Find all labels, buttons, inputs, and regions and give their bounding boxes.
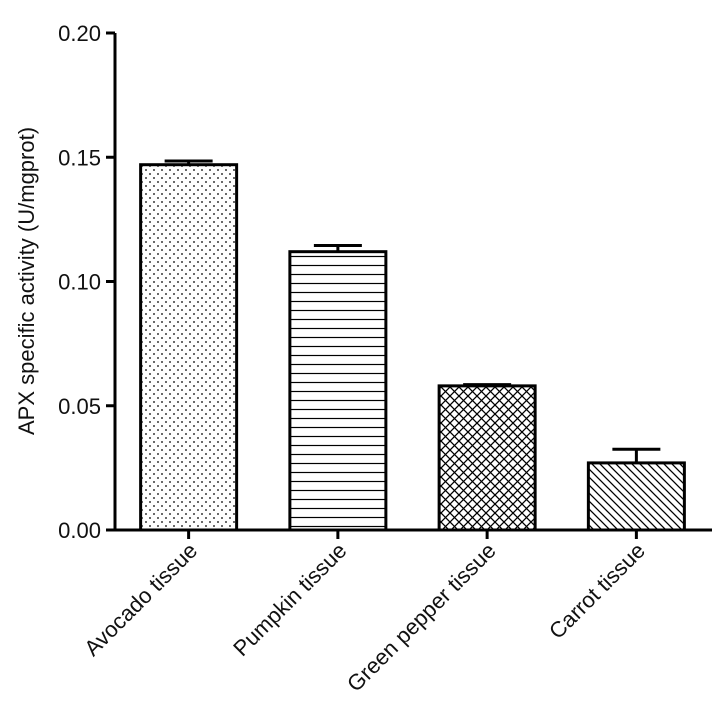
y-tick-label: 0.15 — [58, 145, 101, 170]
error-bars — [164, 159, 661, 463]
bar-avocado-tissue — [139, 163, 239, 532]
x-tick-label: Avocado tissue — [79, 538, 202, 661]
y-tick-label: 0.00 — [58, 518, 101, 543]
y-tick-label: 0.05 — [58, 394, 101, 419]
y-axis: 0.00 0.05 0.10 0.15 0.20 — [58, 21, 117, 543]
bar-pumpkin-tissue — [288, 250, 388, 532]
y-tick-label: 0.10 — [58, 270, 101, 295]
x-tick-label: Pumpkin tissue — [228, 538, 351, 661]
y-axis-title: APX specific activity (U/mgprot) — [14, 127, 39, 435]
x-tick-label: Green pepper tissue — [342, 538, 501, 697]
y-tick-label: 0.20 — [58, 21, 101, 46]
bar-green-pepper-tissue — [437, 384, 537, 532]
bars — [139, 163, 686, 532]
bar-carrot-tissue — [586, 461, 686, 532]
x-tick-label: Carrot tissue — [544, 538, 650, 644]
